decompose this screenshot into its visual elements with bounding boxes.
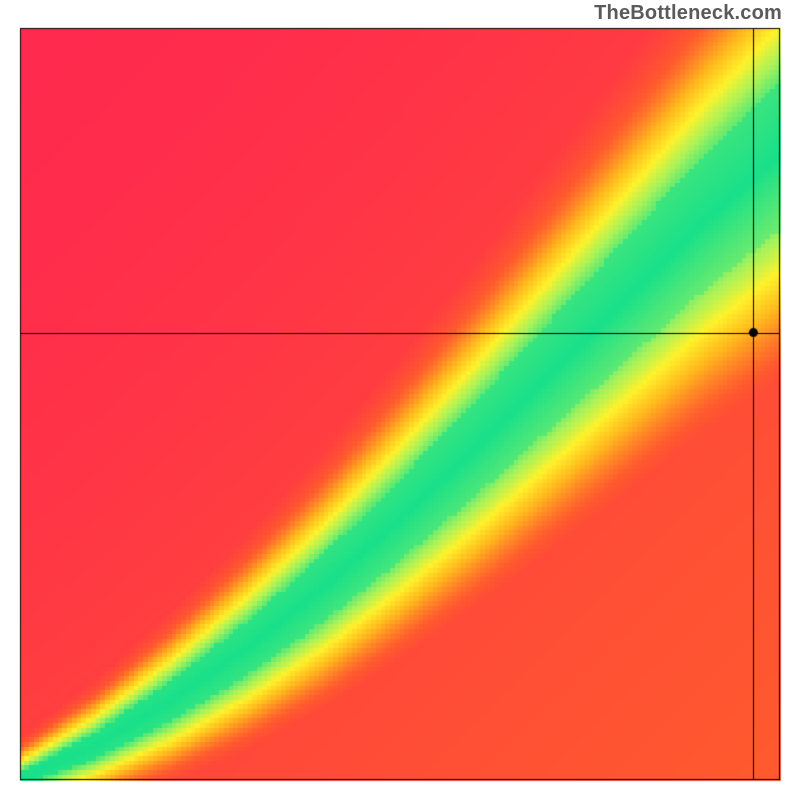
- attribution-label: TheBottleneck.com: [594, 2, 782, 25]
- heatmap-canvas: [0, 0, 800, 800]
- chart-container: TheBottleneck.com: [0, 0, 800, 800]
